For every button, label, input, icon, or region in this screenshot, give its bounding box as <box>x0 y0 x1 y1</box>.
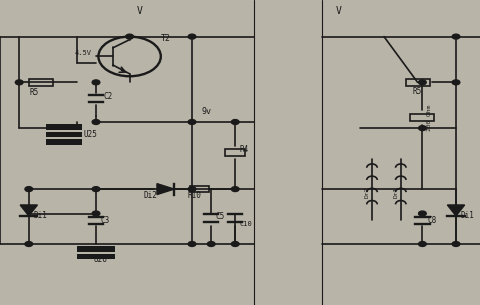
Text: C3: C3 <box>101 216 110 225</box>
Bar <box>46 132 82 137</box>
Text: R5: R5 <box>413 87 422 96</box>
Bar <box>46 139 82 145</box>
Text: V: V <box>336 6 341 16</box>
Text: R5: R5 <box>30 88 39 97</box>
Text: U25: U25 <box>84 130 98 139</box>
Polygon shape <box>447 205 465 216</box>
Text: Di1: Di1 <box>34 210 48 220</box>
Text: Di1: Di1 <box>461 210 475 220</box>
Circle shape <box>92 211 100 216</box>
Bar <box>46 124 82 130</box>
Circle shape <box>452 80 460 85</box>
Polygon shape <box>157 184 174 195</box>
Bar <box>77 254 115 259</box>
Bar <box>190 186 209 192</box>
Text: Di2: Di2 <box>144 191 158 200</box>
Text: 4.5V: 4.5V <box>74 50 91 56</box>
Text: Dr1: Dr1 <box>394 187 398 198</box>
Text: C2: C2 <box>103 92 112 101</box>
Bar <box>225 149 245 156</box>
Circle shape <box>419 242 426 246</box>
Circle shape <box>419 126 426 131</box>
Text: U26: U26 <box>94 255 108 264</box>
Circle shape <box>92 187 100 192</box>
Circle shape <box>419 80 426 85</box>
Text: 9v: 9v <box>202 107 212 116</box>
Text: Dr2: Dr2 <box>365 187 370 198</box>
Circle shape <box>188 120 196 124</box>
Text: C8: C8 <box>427 216 436 225</box>
Bar <box>410 113 434 121</box>
Circle shape <box>452 242 460 246</box>
Circle shape <box>452 34 460 39</box>
Bar <box>77 246 115 252</box>
Text: 200 Ohm: 200 Ohm <box>427 104 432 131</box>
Circle shape <box>231 187 239 192</box>
Text: T2: T2 <box>161 34 171 43</box>
Circle shape <box>25 242 33 246</box>
Bar <box>406 78 430 86</box>
Circle shape <box>92 80 100 85</box>
Circle shape <box>231 242 239 246</box>
Circle shape <box>188 187 196 192</box>
Polygon shape <box>20 205 37 216</box>
Circle shape <box>231 120 239 124</box>
Circle shape <box>188 242 196 246</box>
Circle shape <box>207 242 215 246</box>
Circle shape <box>92 120 100 124</box>
Bar <box>29 78 53 86</box>
Circle shape <box>25 187 33 192</box>
Circle shape <box>126 34 133 39</box>
Text: R4: R4 <box>240 145 249 154</box>
Text: C10: C10 <box>240 221 253 227</box>
Text: V: V <box>136 6 142 16</box>
Circle shape <box>15 80 23 85</box>
Text: R10: R10 <box>187 191 201 200</box>
Circle shape <box>188 34 196 39</box>
Text: C5: C5 <box>216 212 225 221</box>
Circle shape <box>419 211 426 216</box>
